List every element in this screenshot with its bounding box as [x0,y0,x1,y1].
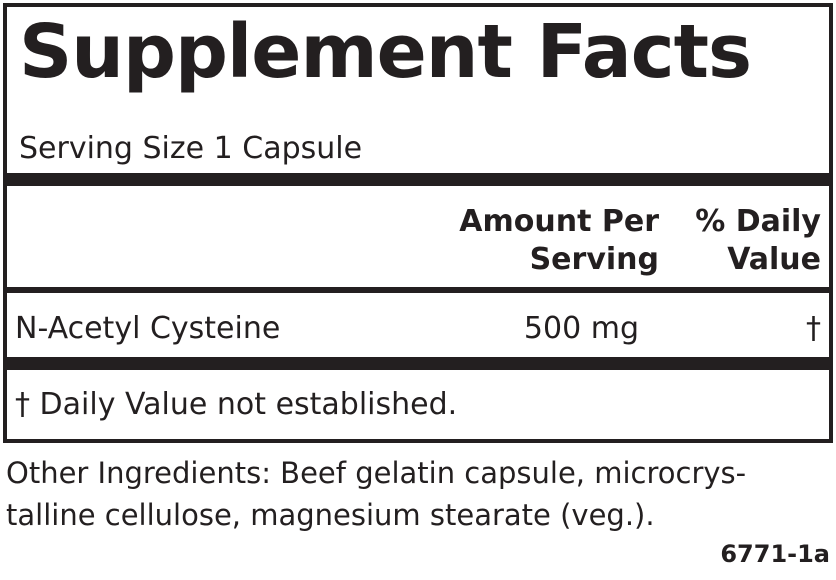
panel-title: Supplement Facts [19,9,752,95]
daily-value-header: % Daily Value [695,203,821,279]
amount-per-serving-header: Amount Per Serving [459,203,659,279]
medium-divider [7,287,829,293]
supplement-facts-panel: Supplement Facts Serving Size 1 Capsule … [3,3,833,443]
header-line: Serving [529,242,659,277]
ingredient-name: N-Acetyl Cysteine [15,311,281,346]
header-line: % Daily [695,204,821,239]
other-ingredients-line: Other Ingredients: Beef gelatin capsule,… [6,456,747,490]
header-line: Amount Per [459,204,659,239]
thick-divider [7,173,829,186]
other-ingredients-line: talline cellulose, magnesium stearate (v… [6,498,655,532]
serving-size: Serving Size 1 Capsule [19,131,363,166]
thick-divider [7,357,829,370]
header-line: Value [727,242,821,277]
ingredient-dv: † [806,311,821,346]
product-code: 6771-1a [720,540,830,568]
footnote: † Daily Value not established. [15,387,458,422]
ingredient-amount: 500 mg [523,311,639,346]
